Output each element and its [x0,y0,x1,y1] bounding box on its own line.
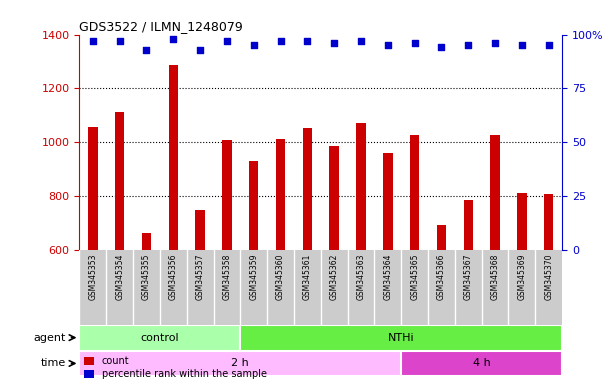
Text: GSM345367: GSM345367 [464,253,473,300]
Point [249,42,258,48]
Bar [276,139,285,384]
Text: agent: agent [34,333,66,343]
Text: 4 h: 4 h [473,358,491,368]
Text: GSM345368: GSM345368 [491,253,500,300]
Bar [517,193,527,384]
Text: GSM345359: GSM345359 [249,253,258,300]
Point [222,38,232,44]
Text: GSM345365: GSM345365 [410,253,419,300]
Point [169,36,178,42]
Text: GSM345356: GSM345356 [169,253,178,300]
Point [436,45,446,51]
Point [544,42,554,48]
Text: GSM345354: GSM345354 [115,253,124,300]
Point [115,38,125,44]
Text: GSM345366: GSM345366 [437,253,446,300]
Text: GSM345355: GSM345355 [142,253,151,300]
Text: GSM345363: GSM345363 [356,253,365,300]
Bar [464,200,473,384]
Bar [79,351,401,376]
Bar [437,225,446,384]
Point [142,46,152,53]
Point [329,40,339,46]
Text: GSM345362: GSM345362 [330,253,338,300]
Text: GSM345369: GSM345369 [518,253,527,300]
Legend: count, percentile rank within the sample: count, percentile rank within the sample [84,356,267,379]
Bar [544,194,554,384]
Text: GSM345358: GSM345358 [222,253,232,300]
Bar [79,325,240,351]
Bar [491,135,500,384]
Text: GDS3522 / ILMN_1248079: GDS3522 / ILMN_1248079 [79,20,243,33]
Text: time: time [41,358,66,368]
Point [196,46,205,53]
Bar [410,135,419,384]
Bar [401,351,562,376]
Bar [169,65,178,384]
Bar [249,161,258,384]
Bar [302,128,312,384]
Text: GSM345370: GSM345370 [544,253,553,300]
Point [276,38,285,44]
Point [356,38,366,44]
Point [410,40,420,46]
Point [88,38,98,44]
Text: GSM345361: GSM345361 [303,253,312,300]
Text: 2 h: 2 h [232,358,249,368]
Text: NTHi: NTHi [388,333,414,343]
Point [517,42,527,48]
Point [463,42,473,48]
Bar [88,127,98,384]
Bar [222,140,232,384]
Text: control: control [141,333,179,343]
Bar [329,146,339,384]
Bar [240,325,562,351]
Bar [383,153,392,384]
Bar [356,123,366,384]
Point [383,42,393,48]
Text: GSM345364: GSM345364 [383,253,392,300]
Text: GSM345353: GSM345353 [89,253,97,300]
Bar [196,210,205,384]
Text: GSM345360: GSM345360 [276,253,285,300]
Point [302,38,312,44]
Text: GSM345357: GSM345357 [196,253,205,300]
Bar [115,112,125,384]
Bar [142,233,151,384]
Point [490,40,500,46]
